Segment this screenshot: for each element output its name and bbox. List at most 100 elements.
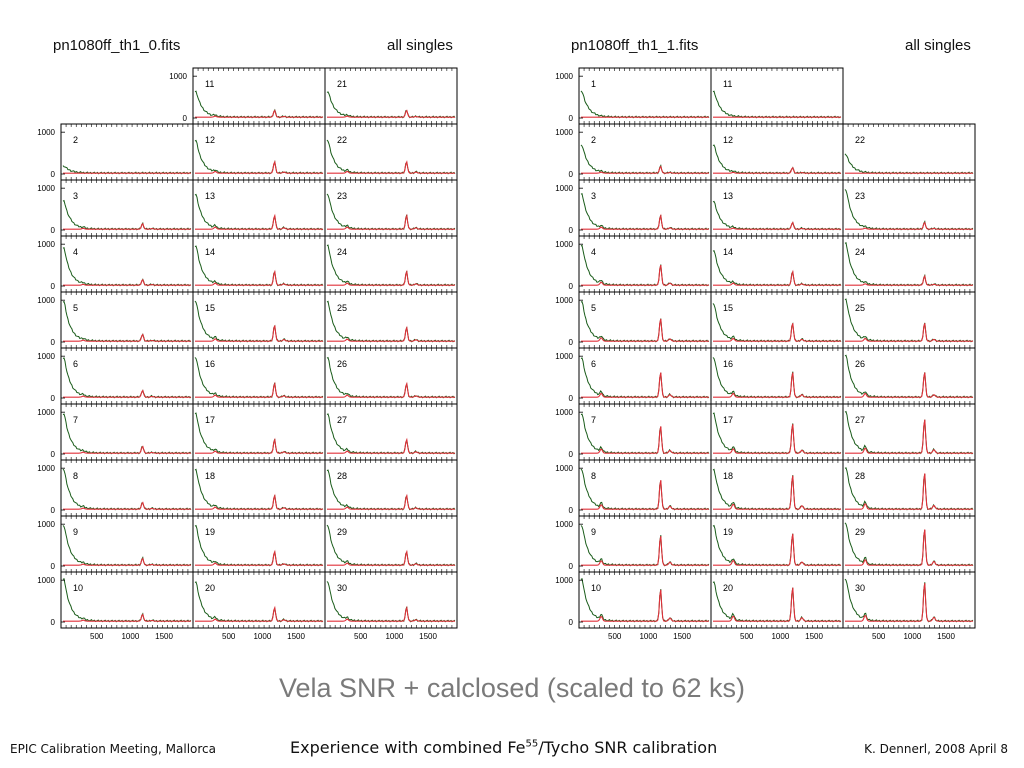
fit-trace (581, 480, 709, 510)
channel-label: 4 (73, 247, 78, 257)
y-tick-label: 0 (569, 170, 574, 179)
fit-trace (195, 381, 323, 398)
panel-frame (192, 179, 326, 237)
fit-trace (327, 325, 455, 342)
panel-frame (842, 179, 976, 237)
channel-label: 26 (855, 359, 865, 369)
fit-trace (845, 274, 973, 286)
panel-frame (60, 403, 194, 461)
y-tick-label: 0 (569, 338, 574, 347)
channel-label: 12 (723, 135, 733, 145)
panel-frame (842, 235, 976, 293)
y-tick-label: 0 (183, 114, 188, 123)
slide-caption: Vela SNR + calclosed (scaled to 62 ks) (279, 673, 745, 703)
panel-frame (710, 123, 844, 181)
y-tick-label: 1000 (555, 184, 573, 193)
x-tick-label: 500 (740, 632, 754, 641)
fit-trace (713, 221, 841, 230)
fit-trace (713, 269, 841, 286)
x-tick-label: 1000 (771, 632, 789, 641)
panel-frame (842, 291, 976, 349)
x-tick-label: 1500 (805, 632, 823, 641)
channel-label: 23 (337, 191, 347, 201)
fit-trace (581, 165, 709, 174)
fit-trace (845, 372, 973, 398)
panel-frame (324, 291, 458, 349)
fit-trace (581, 426, 709, 454)
x-tick-label: 500 (354, 632, 368, 641)
panel-frame (324, 459, 458, 517)
y-tick-label: 0 (569, 506, 574, 515)
fit-trace (581, 264, 709, 286)
y-tick-label: 1000 (555, 72, 573, 81)
fit-trace (327, 437, 455, 454)
panel-frame (842, 571, 976, 629)
y-tick-label: 1000 (37, 464, 55, 473)
fit-trace (195, 160, 323, 174)
y-tick-label: 0 (51, 506, 56, 515)
channel-label: 26 (337, 359, 347, 369)
y-tick-label: 0 (51, 450, 56, 459)
fit-trace (195, 109, 323, 118)
channel-label: 9 (73, 527, 78, 537)
panel-frame (324, 347, 458, 405)
y-tick-label: 1000 (37, 520, 55, 529)
fit-trace (63, 613, 191, 622)
fit-trace (195, 213, 323, 230)
x-tick-label: 500 (872, 632, 886, 641)
channel-label: 22 (855, 135, 865, 145)
panel-frame (710, 515, 844, 573)
x-tick-label: 500 (90, 632, 104, 641)
channel-label: 15 (723, 303, 733, 313)
fit-trace (581, 213, 709, 230)
fit-trace (195, 549, 323, 566)
right-figure-label: all singles (905, 37, 971, 54)
y-tick-label: 1000 (37, 184, 55, 193)
panel-frame (60, 235, 194, 293)
y-tick-label: 0 (51, 394, 56, 403)
fit-trace (713, 533, 841, 566)
channel-label: 25 (337, 303, 347, 313)
x-tick-label: 1000 (639, 632, 657, 641)
fit-trace (581, 536, 709, 566)
fit-trace (63, 278, 191, 286)
fit-trace (63, 222, 191, 230)
channel-label: 7 (73, 415, 78, 425)
fit-trace (63, 333, 191, 342)
y-tick-label: 1000 (555, 128, 573, 137)
y-tick-label: 1000 (555, 576, 573, 585)
y-tick-label: 1000 (37, 576, 55, 585)
panel-frame (192, 403, 326, 461)
panel-frame (192, 515, 326, 573)
panel-frame (578, 235, 712, 293)
panel-frame (324, 403, 458, 461)
channel-label: 27 (855, 415, 865, 425)
channel-label: 17 (723, 415, 733, 425)
channel-label: 24 (855, 247, 865, 257)
y-tick-label: 1000 (555, 408, 573, 417)
channel-label: 22 (337, 135, 347, 145)
panel-frame (842, 515, 976, 573)
channel-label: 11 (205, 79, 214, 89)
fit-trace (713, 166, 841, 174)
y-tick-label: 1000 (37, 240, 55, 249)
y-tick-label: 1000 (37, 296, 55, 305)
y-tick-label: 0 (51, 170, 56, 179)
panel-frame (192, 571, 326, 629)
channel-label: 30 (855, 583, 865, 593)
panel-frame (192, 347, 326, 405)
fit-trace (845, 529, 973, 566)
channel-label: 3 (591, 191, 596, 201)
y-tick-label: 0 (51, 282, 56, 291)
fit-trace (327, 381, 455, 398)
channel-label: 17 (205, 415, 215, 425)
channel-label: 19 (723, 527, 733, 537)
x-tick-label: 1000 (903, 632, 921, 641)
footer-title-prefix: Experience with combined Fe (290, 738, 526, 757)
y-tick-label: 1000 (37, 408, 55, 417)
fit-trace (327, 549, 455, 566)
fit-trace (713, 587, 841, 622)
panel-frame (192, 235, 326, 293)
footer-meeting: EPIC Calibration Meeting, Mallorca (10, 742, 217, 756)
panel-frame (60, 179, 194, 237)
